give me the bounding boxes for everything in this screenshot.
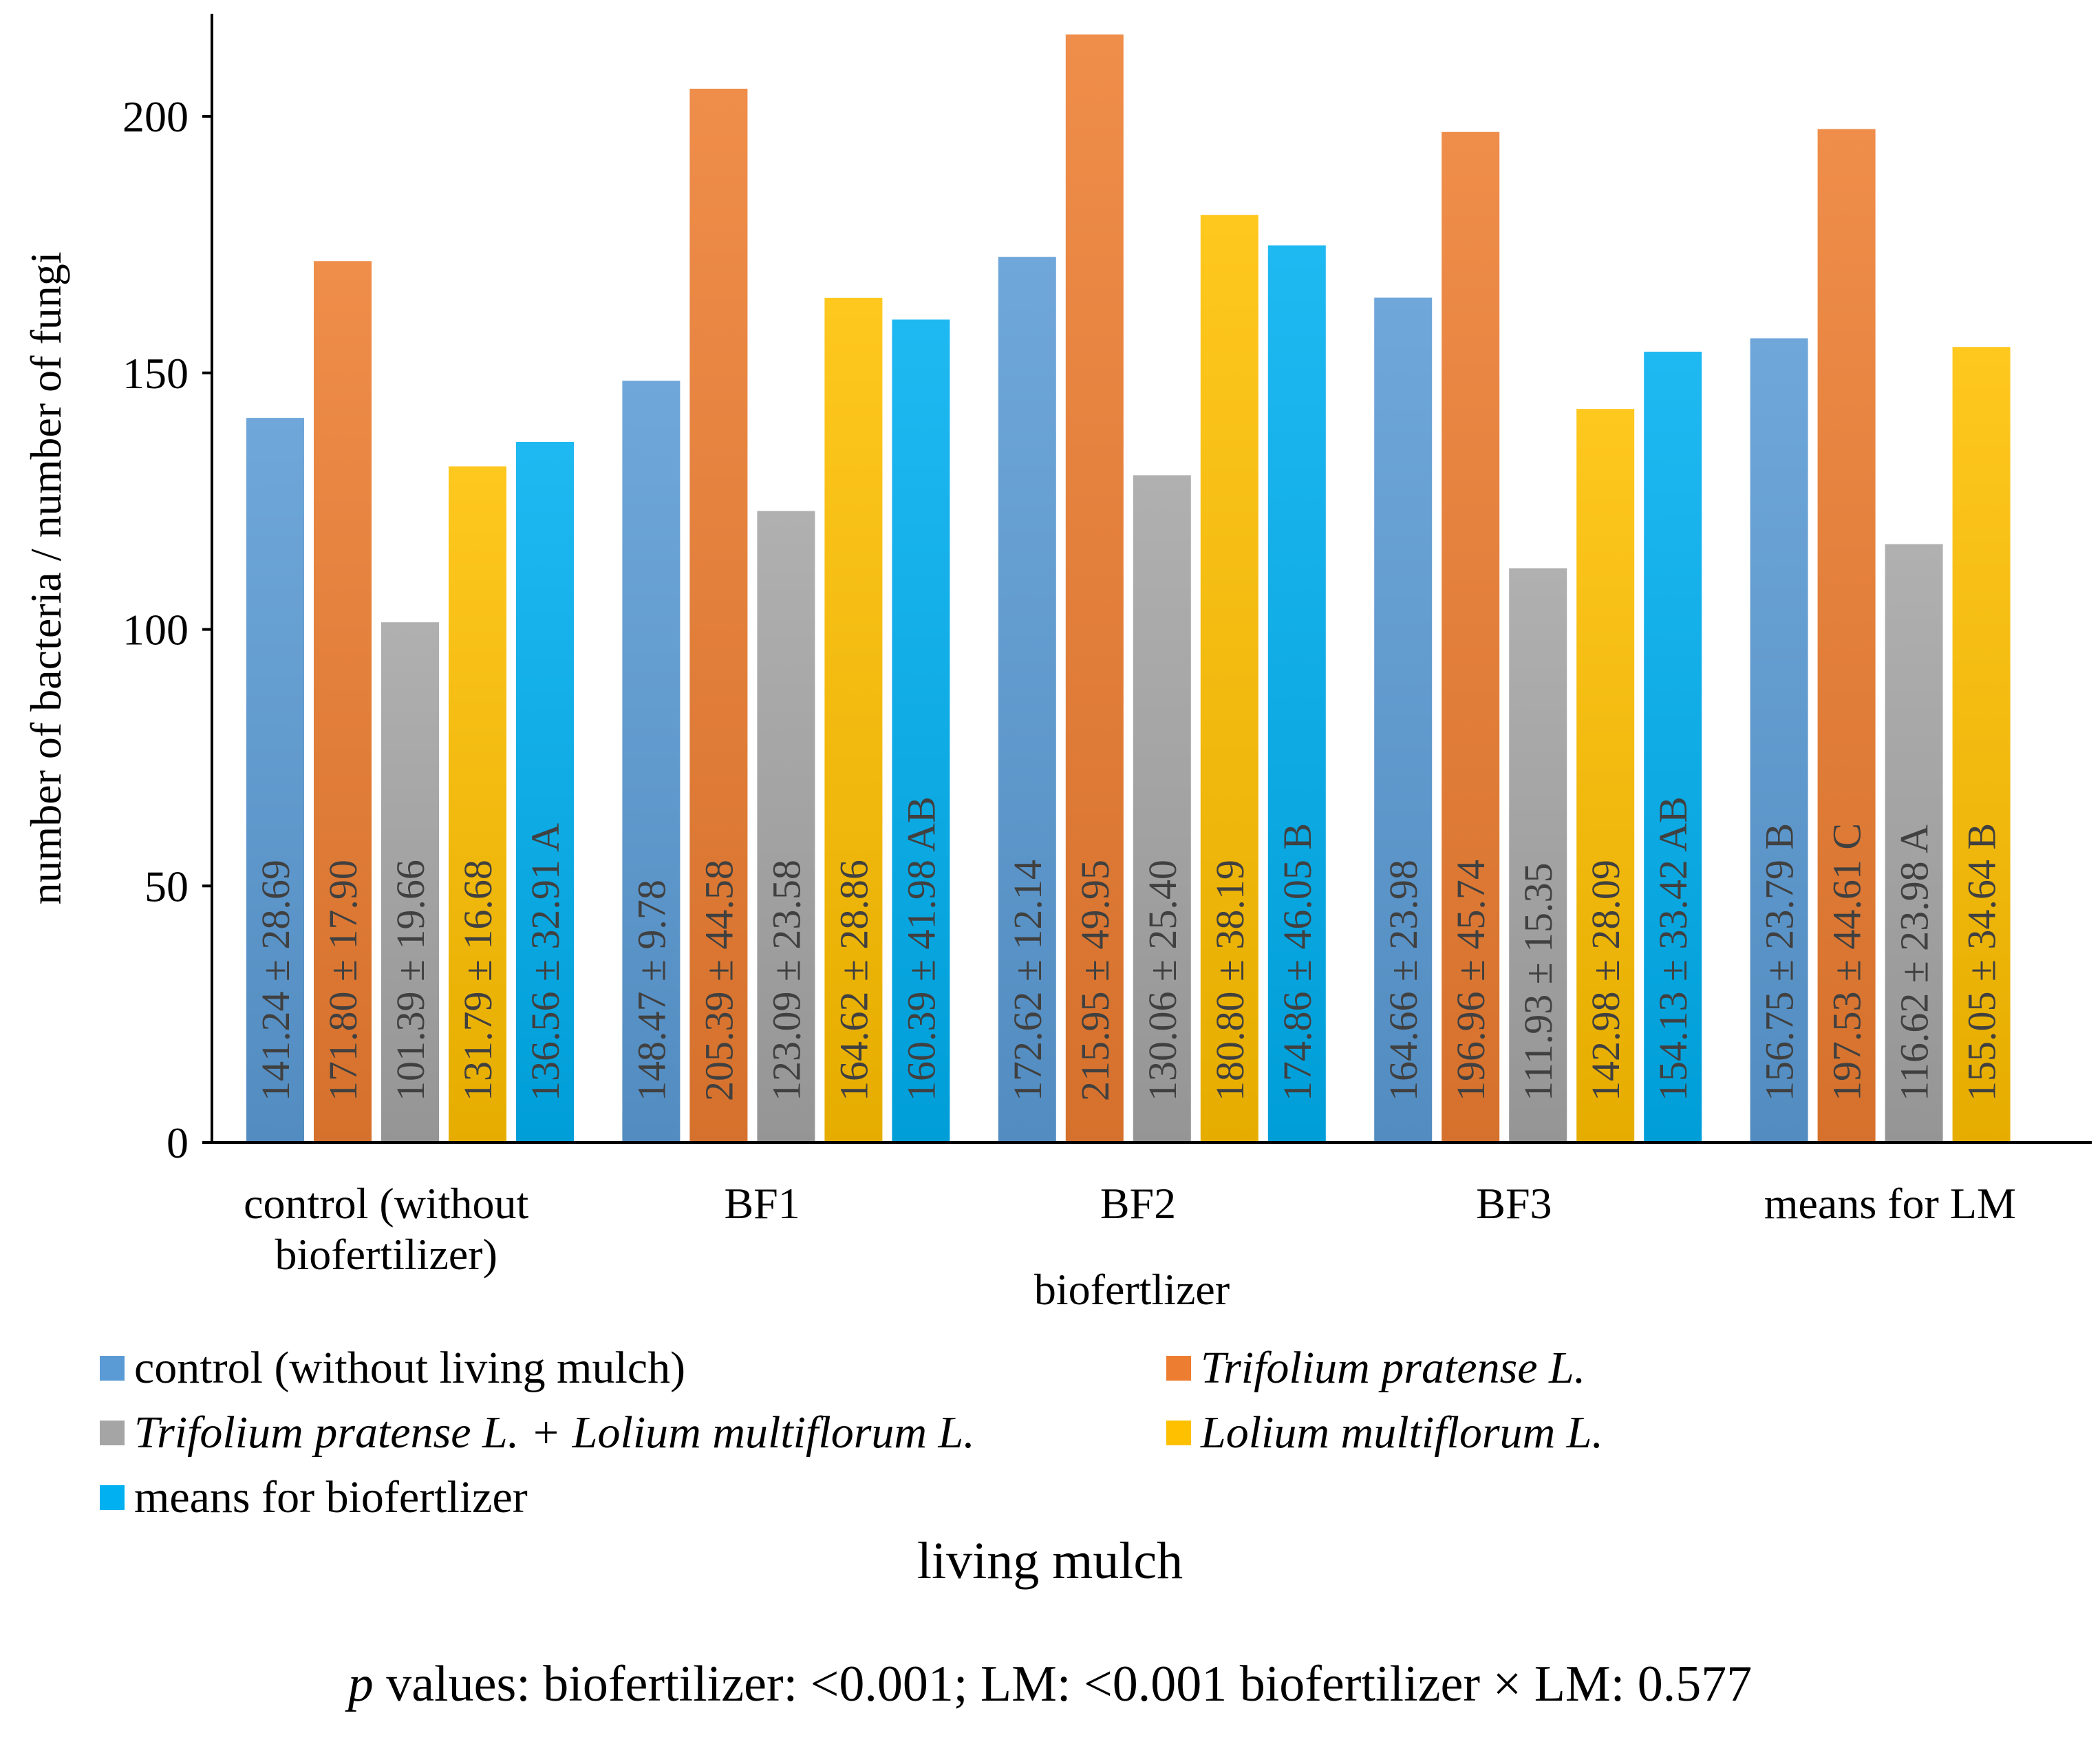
bar-2-4 <box>824 297 883 1142</box>
data-label: 111.93 ± 15.35 <box>1516 862 1561 1101</box>
bar-2-1 <box>622 381 681 1142</box>
bar-1-1 <box>246 418 304 1142</box>
data-label: 136.56 ± 32.91 A <box>523 823 568 1101</box>
y-axis-title-text: number of bacteria / number of fungi <box>21 252 70 905</box>
legend-label: Lolium multiflorum L. <box>1201 1407 1603 1458</box>
bar-4-2 <box>1442 131 1500 1143</box>
data-label: 101.39 ± 19.66 <box>388 860 433 1101</box>
legend-item: Lolium multiflorum L. <box>1166 1410 1603 1456</box>
bar-2-2 <box>689 88 748 1143</box>
x-tick-label: control (without biofertilizer) <box>244 1179 528 1279</box>
bar-chart: number of bacteria / number of fungi 0 50… <box>21 14 2092 1314</box>
legend-label: Trifolium pratense L. + Lolium multiflor… <box>134 1407 975 1458</box>
data-label: 156.75 ± 23.79 B <box>1757 823 1802 1101</box>
legend-label: Trifolium pratense L. <box>1201 1343 1586 1393</box>
legend-swatch <box>100 1421 125 1445</box>
legend-title: living mulch <box>917 1532 1183 1590</box>
legend-item: means for biofertlizer <box>100 1475 528 1520</box>
data-label: 123.09 ± 23.58 <box>764 860 808 1101</box>
legend-item: Trifolium pratense L. + Lolium multiflor… <box>100 1410 975 1456</box>
bar-1-2 <box>314 261 372 1142</box>
legend-swatch <box>100 1485 125 1510</box>
p-symbol: p <box>347 1656 374 1712</box>
data-label: 180.80 ± 38.19 <box>1208 860 1252 1101</box>
legend-swatch <box>1166 1421 1191 1445</box>
bar-5-1 <box>1750 338 1808 1142</box>
y-tick-label: 150 <box>122 349 189 398</box>
data-label: 154.13 ± 33.42 AB <box>1651 796 1695 1101</box>
x-axis-tick-labels: control (without biofertilizer) BF1 BF2 BF3 m… <box>244 1179 2016 1279</box>
data-label: 130.06 ± 25.40 <box>1140 860 1185 1101</box>
x-tick-label: BF1 <box>724 1179 800 1228</box>
bars <box>246 34 2011 1143</box>
y-tick-label: 100 <box>122 606 189 655</box>
p-values-note: p values: biofertilizer: <0.001; LM: <0.… <box>0 1655 2100 1714</box>
bar-4-3 <box>1509 568 1567 1142</box>
data-label: 131.79 ± 16.68 <box>456 860 500 1101</box>
bar-4-5 <box>1644 352 1702 1143</box>
bar-3-4 <box>1200 215 1258 1143</box>
bar-3-3 <box>1133 475 1191 1142</box>
bar-5-3 <box>1885 544 1943 1142</box>
bar-4-1 <box>1374 297 1433 1142</box>
data-label: 155.05 ± 34.64 B <box>1960 823 2004 1101</box>
axes <box>202 14 2092 1144</box>
bar-1-4 <box>449 466 506 1142</box>
x-tick-label: BF3 <box>1476 1179 1552 1228</box>
bar-4-4 <box>1576 409 1635 1142</box>
x-tick-label: means for LM <box>1764 1179 2016 1228</box>
y-tick-label: 0 <box>167 1118 189 1167</box>
data-label: 171.80 ± 17.90 <box>321 860 365 1101</box>
y-axis-ticks: 0 50 100 150 200 <box>122 92 212 1167</box>
p-values-text: values: biofertilizer: <0.001; LM: <0.00… <box>373 1656 1753 1712</box>
bar-2-3 <box>757 511 815 1142</box>
data-label: 160.39 ± 41.98 AB <box>899 796 943 1101</box>
bar-2-5 <box>892 319 950 1142</box>
legend: control (without living mulch) Trifolium … <box>100 1346 1958 1538</box>
legend-label: control (without living mulch) <box>134 1343 686 1393</box>
legend-swatch <box>100 1356 125 1381</box>
data-label: 164.62 ± 28.86 <box>831 860 876 1101</box>
data-label: 116.62 ± 23.98 A <box>1892 825 1937 1101</box>
data-label: 197.53 ± 44.61 C <box>1825 823 1869 1101</box>
bar-5-2 <box>1817 129 1876 1142</box>
bar-labels: 141.24 ± 28.69 171.80 ± 17.90 101.39 ± 19.… <box>253 796 2004 1101</box>
data-label: 141.24 ± 28.69 <box>253 860 298 1101</box>
x-tick-label: BF2 <box>1100 1179 1176 1228</box>
bar-5-4 <box>1952 347 2011 1142</box>
data-label: 142.98 ± 28.09 <box>1583 860 1628 1101</box>
data-label: 215.95 ± 49.95 <box>1073 860 1117 1101</box>
y-tick-label: 50 <box>144 862 189 911</box>
data-label: 148.47 ± 9.78 <box>629 880 674 1101</box>
y-axis-title: number of bacteria / number of fungi <box>21 252 70 905</box>
x-axis-title: biofertlizer <box>1034 1265 1230 1314</box>
legend-swatch <box>1166 1356 1191 1381</box>
bar-3-2 <box>1065 34 1124 1142</box>
legend-item: control (without living mulch) <box>100 1346 685 1391</box>
data-label: 196.96 ± 45.74 <box>1448 860 1493 1101</box>
bar-1-3 <box>381 622 439 1142</box>
y-tick-label: 200 <box>122 92 189 141</box>
data-label: 205.39 ± 44.58 <box>696 860 741 1101</box>
bar-3-5 <box>1267 245 1326 1142</box>
legend-item: Trifolium pratense L. <box>1166 1346 1585 1391</box>
bar-1-5 <box>516 442 574 1142</box>
data-label: 172.62 ± 12.14 <box>1005 860 1050 1101</box>
legend-label: means for biofertlizer <box>134 1472 528 1522</box>
data-label: 174.86 ± 46.05 B <box>1275 823 1320 1101</box>
bar-3-1 <box>998 257 1056 1143</box>
data-label: 164.66 ± 23.98 <box>1381 860 1426 1101</box>
